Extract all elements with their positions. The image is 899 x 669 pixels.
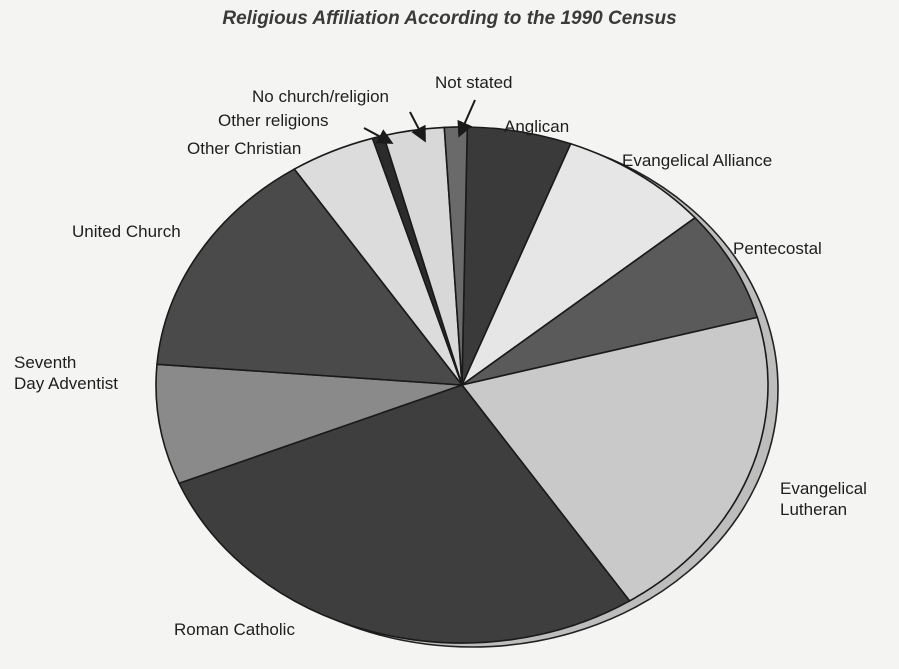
label-evangelical-alliance: Evangelical Alliance [622,151,772,170]
label-united-church: United Church [72,222,181,241]
label-evangelical-lutheran: Evangelical Lutheran [780,479,867,519]
label-roman-catholic: Roman Catholic [174,620,295,639]
pie-slice-evangelical-lutheran [460,316,769,602]
label-other-religions: Other religions [218,111,329,130]
pie-slice-seventh-day-adventist [155,363,463,485]
label-pentecostal: Pentecostal [733,239,822,258]
label-anglican: Anglican [504,117,569,136]
pie-slice-roman-catholic [177,384,631,644]
label-not-stated: Not stated [435,73,513,92]
pie-slice-pentecostal [461,216,759,386]
pointer-arrow-no-church-religion [409,111,426,143]
label-other-christian: Other Christian [187,139,301,158]
pointer-arrow-other-religions [363,127,394,144]
label-seventh-day-adventist: Seventh Day Adventist [14,353,118,393]
pie-slice-united-church [156,168,464,386]
label-no-church-religion: No church/religion [252,87,389,106]
chart-title: Religious Affiliation According to the 1… [222,8,677,29]
pointer-arrow-not-stated [457,99,476,138]
pie-slice-evangelical-alliance [460,142,697,388]
